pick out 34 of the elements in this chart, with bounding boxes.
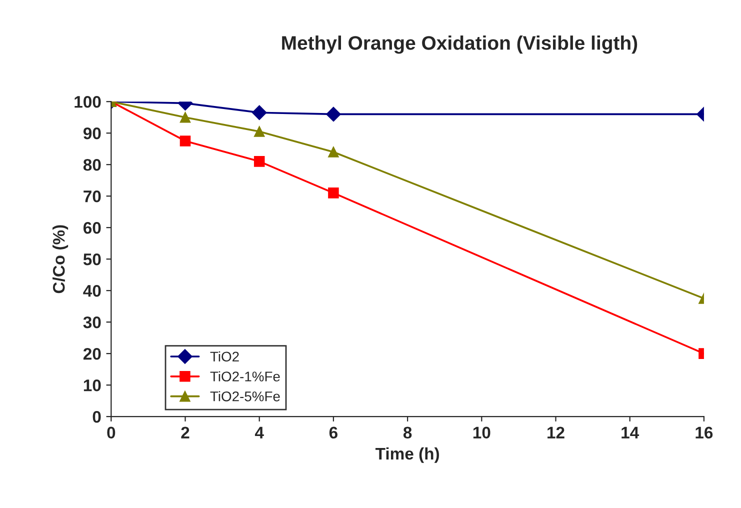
x-tick-label: 8 xyxy=(403,426,412,439)
y-tick-label: 50 xyxy=(83,253,101,266)
x-tick-label: 16 xyxy=(696,426,713,439)
x-tick-label: 4 xyxy=(254,426,264,438)
y-axis-title: C/Co (%) xyxy=(52,225,68,294)
legend-label: TiO2-1%Fe xyxy=(210,371,280,382)
y-tick-label: 0 xyxy=(92,410,101,423)
y-tick-label: 20 xyxy=(83,348,101,360)
y-tick-label: 90 xyxy=(83,127,101,140)
y-tick-label: 80 xyxy=(83,158,101,171)
legend-label: TiO2 xyxy=(210,351,239,362)
y-tick-label: 70 xyxy=(84,190,101,202)
point xyxy=(254,156,265,167)
legend-label: TiO2-5%Fe xyxy=(210,391,280,402)
x-tick-label: 14 xyxy=(622,426,640,438)
x-tick-label: 0 xyxy=(107,426,116,439)
x-tick-label: 2 xyxy=(181,426,190,438)
point xyxy=(254,126,265,137)
x-tick-label: 6 xyxy=(329,426,338,439)
y-tick-label: 60 xyxy=(84,222,101,234)
x-axis-title: Time (h) xyxy=(375,447,439,463)
chart-title: Methyl Orange Oxidation (Visible ligth) xyxy=(282,36,638,54)
point xyxy=(328,146,339,158)
y-tick-label: 30 xyxy=(83,316,101,328)
y-tick-label: 10 xyxy=(84,379,101,392)
point xyxy=(180,112,191,123)
point xyxy=(252,105,267,120)
y-tick-label: 100 xyxy=(74,96,101,108)
point xyxy=(180,136,191,146)
point xyxy=(328,188,339,198)
point xyxy=(326,106,341,122)
x-tick-label: 10 xyxy=(473,426,490,439)
x-tick-label: 12 xyxy=(548,426,564,438)
y-tick-label: 40 xyxy=(83,284,101,297)
